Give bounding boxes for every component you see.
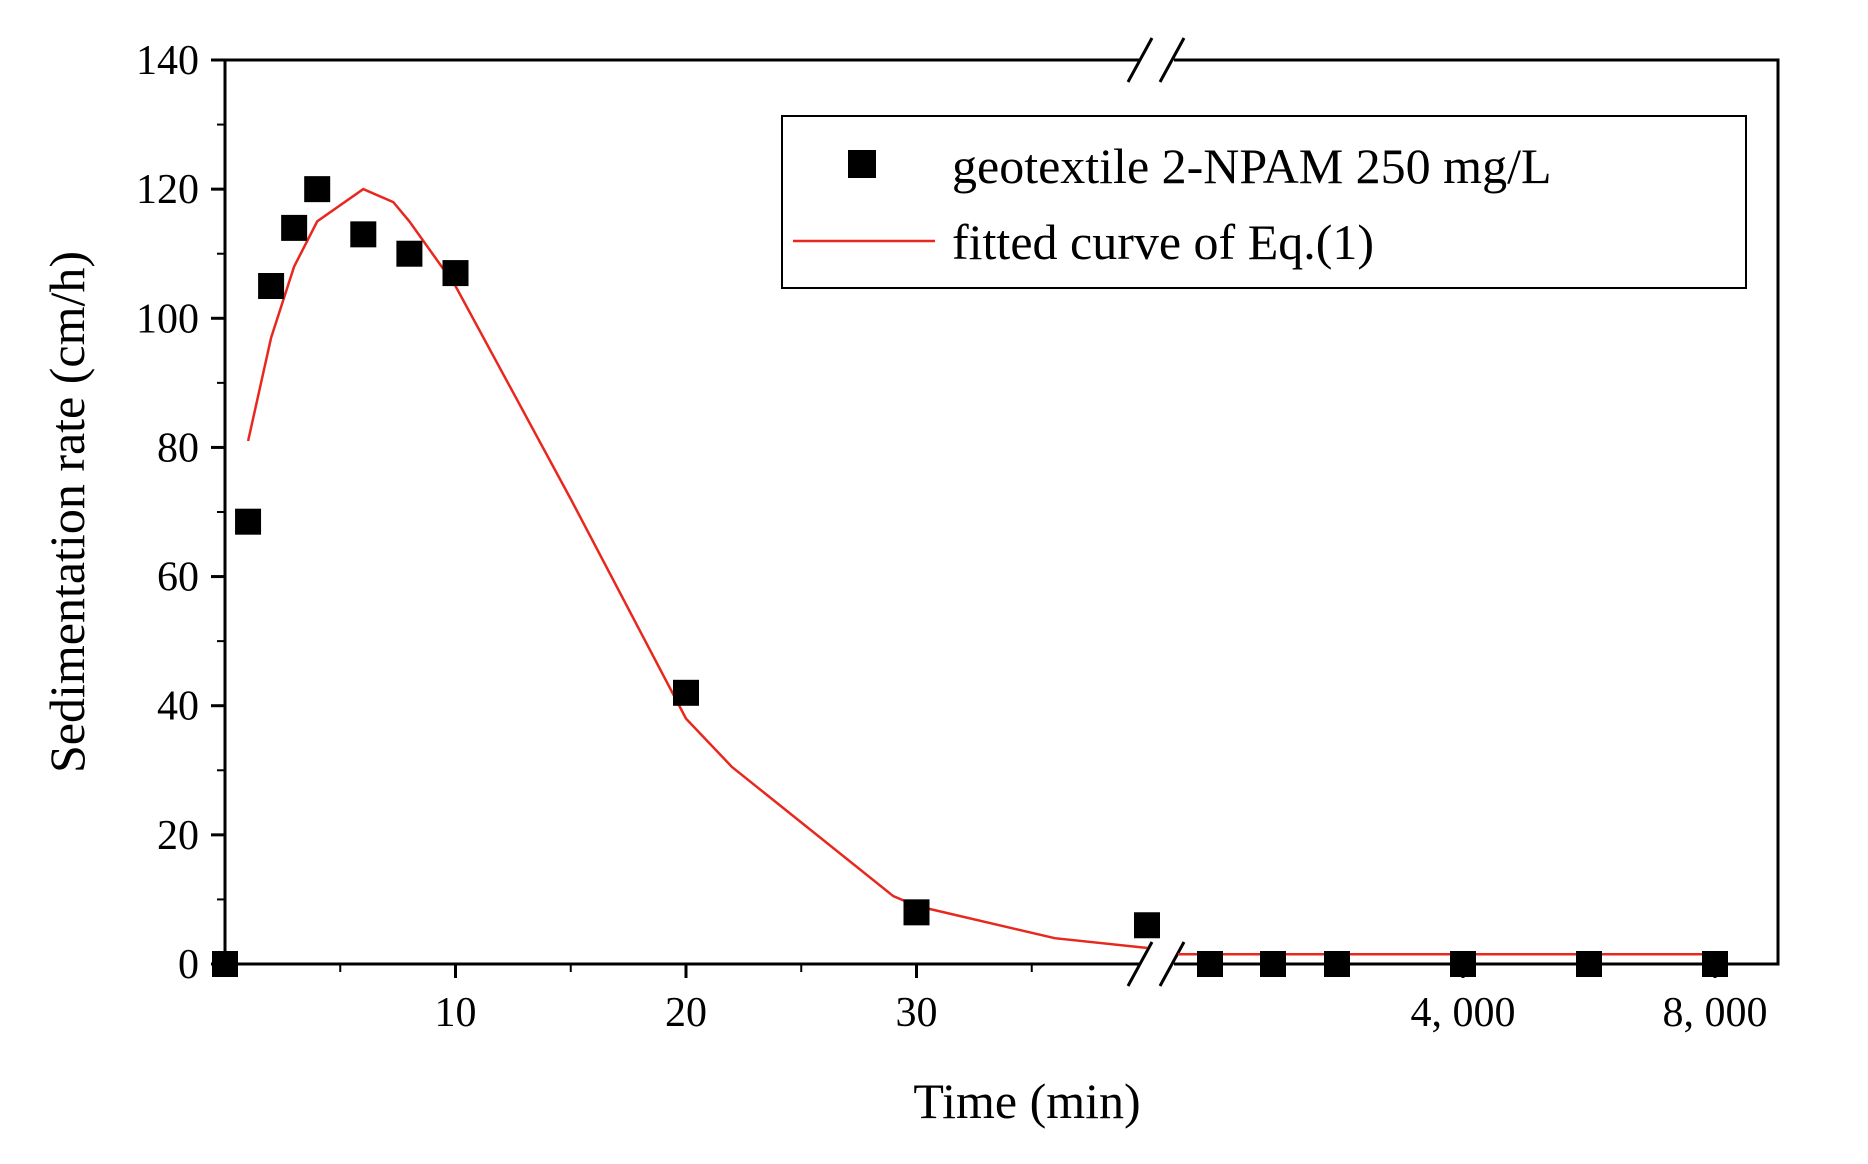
data-point [1197,951,1223,977]
axis-break-mark-bottom [1126,941,1186,987]
y-axis-ticks: 0 20 40 60 80 100 120 140 [136,38,225,988]
legend-marker-square [848,150,876,178]
fitted-curve-segment-left [246,187,1148,950]
y-tick-label: 140 [136,38,199,84]
y-tick-label: 20 [157,813,199,859]
x-tick-label: 30 [896,990,938,1036]
data-point [903,899,930,926]
data-point [235,508,262,535]
data-point [1450,951,1476,977]
fitted-curve-series [246,187,1715,956]
y-tick-label: 100 [136,296,199,342]
data-point [212,951,238,977]
x-tick-label: 10 [435,990,477,1036]
data-point [673,679,699,706]
legend-box [781,115,1747,289]
data-point [350,221,377,248]
axis-break-gap-top [1140,52,1174,68]
x-tick-label: 4, 000 [1411,990,1516,1036]
data-point [1702,951,1728,977]
y-tick-label: 80 [157,425,199,471]
x-axis-ticks: 10 20 30 4, 000 8, 000 [339,964,1768,1036]
x-tick-label: 20 [665,990,707,1036]
data-point [281,214,308,241]
data-point [396,240,423,267]
legend-label-fitted-curve: fitted curve of Eq.(1) [952,214,1374,270]
data-point [1134,912,1160,939]
legend-label-geotextile: geotextile 2-NPAM 250 mg/L [952,138,1552,194]
data-point [1576,951,1602,977]
data-point-series [212,176,1728,977]
data-point [1260,951,1286,977]
x-axis-title: Time (min) [913,1073,1140,1129]
data-point [442,260,469,287]
axis-break-mark-top [1126,37,1186,83]
y-axis-title: Sedimentation rate (cm/h) [39,251,95,773]
y-tick-label: 0 [178,942,199,988]
y-tick-label: 120 [136,167,199,213]
x-tick-label: 8, 000 [1663,990,1768,1036]
data-point [1324,951,1350,977]
legend: geotextile 2-NPAM 250 mg/L fitted curve … [781,115,1747,289]
y-tick-label: 60 [157,555,199,601]
data-point [304,176,331,203]
y-tick-label: 40 [157,684,199,730]
data-point [258,273,285,299]
axis-break-gap-bottom [1140,956,1174,972]
